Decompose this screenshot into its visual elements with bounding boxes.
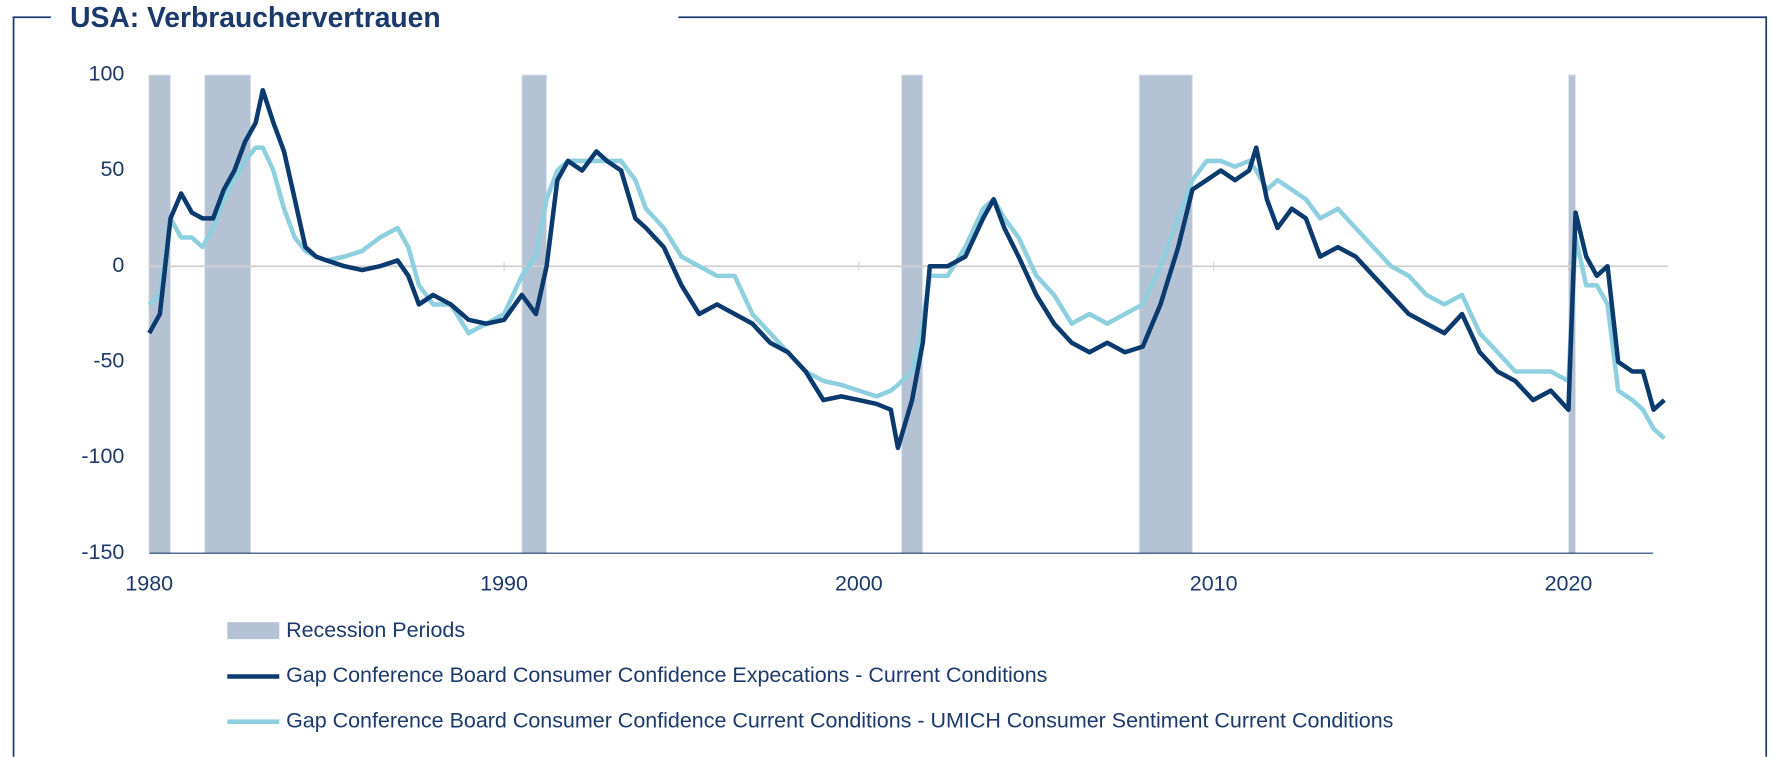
x-tick-label: 1990 [480,572,528,596]
recession-band [1138,74,1193,554]
y-tick-label: -50 [93,349,124,373]
x-tick-label: 1980 [125,572,173,596]
chart-title: USA: Verbrauchervertrauen [70,1,441,33]
legend-label: Recession Periods [286,618,465,642]
y-tick-label: 100 [89,62,125,86]
x-tick-label: 2000 [835,572,883,596]
x-tick-label: 2010 [1190,572,1238,596]
legend-swatch [227,622,280,640]
x-tick-label: 2020 [1545,572,1593,596]
frame [12,16,1768,757]
y-tick-label: 50 [100,157,124,181]
y-tick-label: -150 [81,540,124,564]
y-tick-label: -100 [81,444,124,468]
series-line [147,145,1666,441]
legend-label: Gap Conference Board Consumer Confidence… [286,663,1047,687]
y-tick-label: 0 [112,253,124,277]
legend-label: Gap Conference Board Consumer Confidence… [286,708,1393,732]
recession-band [900,74,924,554]
series-line [147,87,1666,451]
recession-band [204,74,252,554]
